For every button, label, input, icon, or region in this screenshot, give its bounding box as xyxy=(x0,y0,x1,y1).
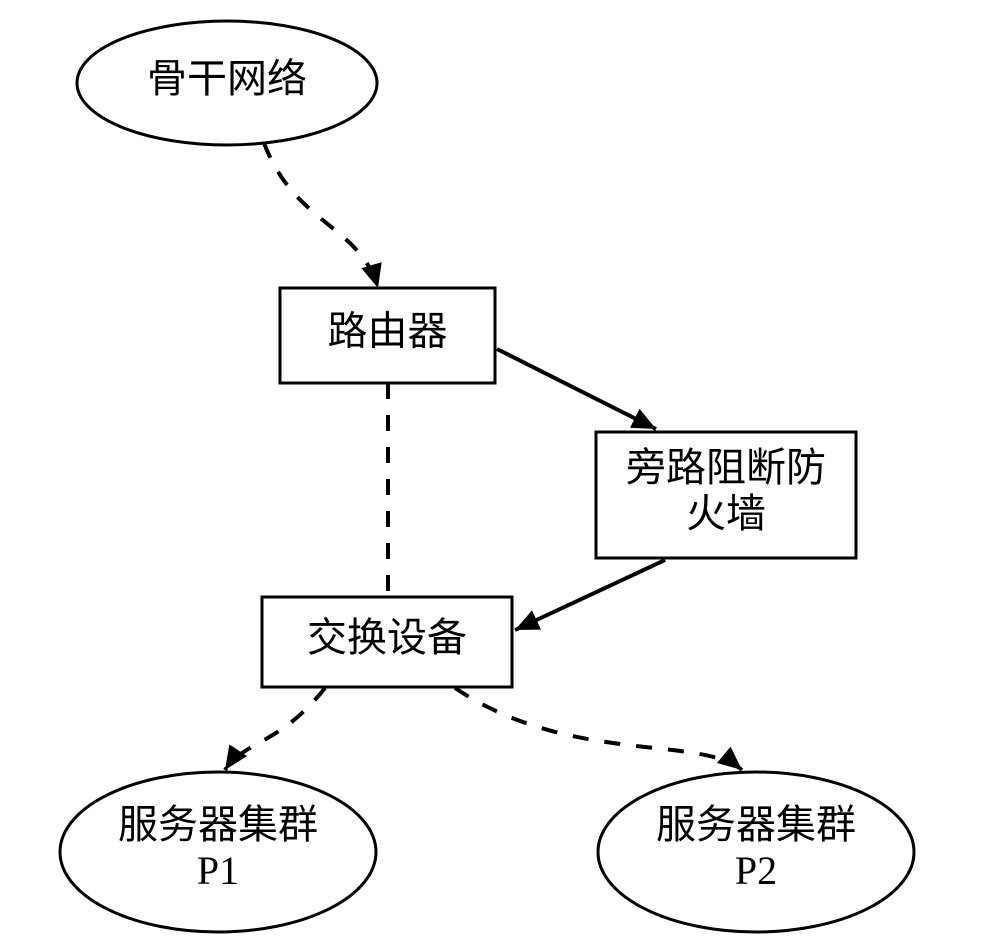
node-p1: 服务器集群P1 xyxy=(60,772,376,932)
node-label-firewall-line1: 火墙 xyxy=(686,491,766,536)
node-label-backbone-line0: 骨干网络 xyxy=(147,56,307,101)
node-switch: 交换设备 xyxy=(262,597,512,687)
network-diagram: 骨干网络路由器旁路阻断防火墙交换设备服务器集群P1服务器集群P2 xyxy=(0,0,1000,939)
node-label-switch-line0: 交换设备 xyxy=(307,615,467,660)
arrowhead-e_switch_p2 xyxy=(717,747,742,770)
node-backbone: 骨干网络 xyxy=(77,21,377,145)
node-label-p1-line1: P1 xyxy=(197,848,239,893)
node-label-firewall-line0: 旁路阻断防 xyxy=(626,445,826,490)
edge-e_backbone_router xyxy=(264,143,378,288)
node-label-p2-line0: 服务器集群 xyxy=(656,802,856,847)
nodes-layer: 骨干网络路由器旁路阻断防火墙交换设备服务器集群P1服务器集群P2 xyxy=(60,21,914,932)
node-p2: 服务器集群P2 xyxy=(598,772,914,932)
arrowhead-e_switch_p1 xyxy=(225,744,247,770)
arrowhead-e_backbone_router xyxy=(361,262,381,288)
node-firewall: 旁路阻断防火墙 xyxy=(596,432,856,558)
node-label-p2-line1: P2 xyxy=(735,848,777,893)
edge-e_switch_p2 xyxy=(455,688,742,770)
node-label-router-line0: 路由器 xyxy=(328,309,448,354)
node-router: 路由器 xyxy=(280,288,495,383)
edge-e_router_firewall xyxy=(497,349,656,429)
node-label-p1-line0: 服务器集群 xyxy=(118,802,318,847)
edge-e_firewall_switch xyxy=(515,560,665,630)
